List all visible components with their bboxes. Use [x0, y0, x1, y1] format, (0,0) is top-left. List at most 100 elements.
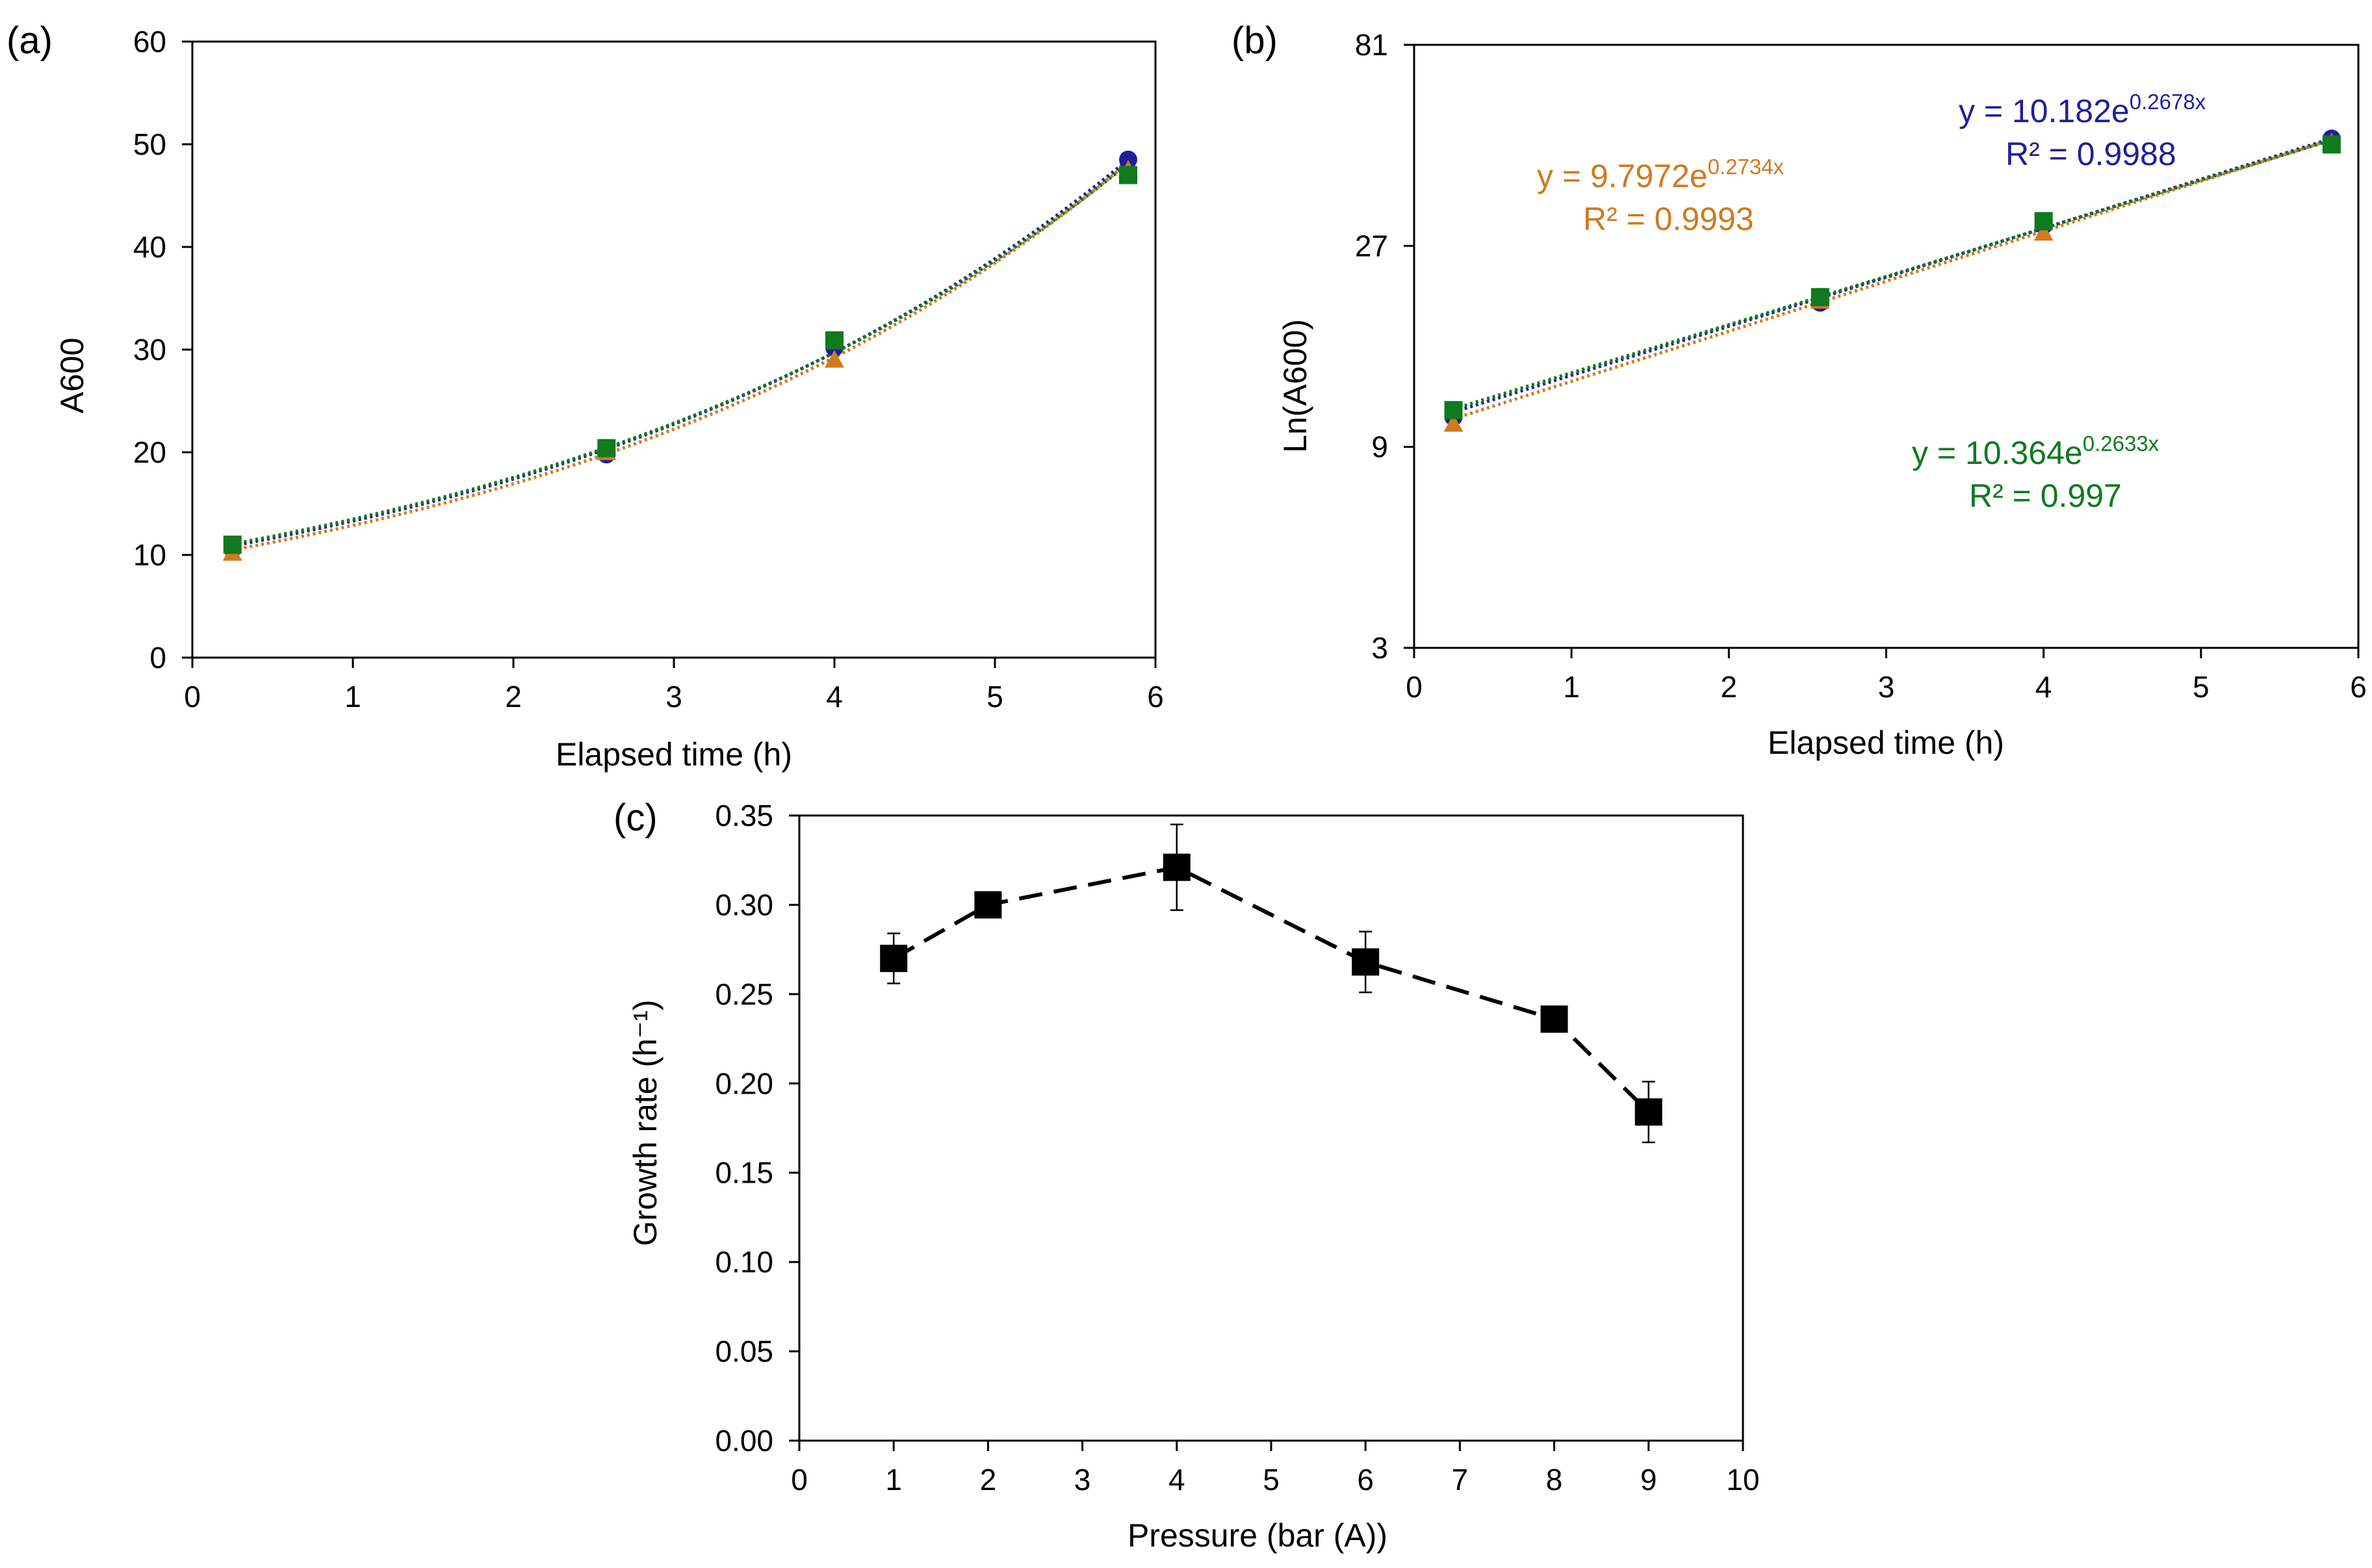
- panel-a-y-tick-label: 20: [133, 435, 166, 469]
- blue-fit-equation-exponent: 0.2678x: [2130, 90, 2206, 114]
- panel-c-x-tick-label: 7: [1452, 1463, 1469, 1497]
- panel-c-y-tick-label: 0.00: [715, 1424, 773, 1458]
- panel-b-x-tick-label: 5: [2193, 670, 2210, 704]
- orange-fit-equation-exponent: 0.2734x: [1708, 155, 1785, 179]
- panel-c: (c) 0 1 2 3 4 5 6 7 8 9 10 0.00 0.05 0.10 0.15 0.20 0.25…: [613, 797, 1760, 1554]
- panel-a-orange-trendline: [232, 161, 1129, 552]
- orange-fit-annotation: y = 9.7972e0.2734x R² = 0.9993: [1537, 155, 1785, 237]
- blue-fit-equation-base: y = 10.182e: [1959, 93, 2130, 129]
- panel-b-blue-trendline: [1452, 136, 2332, 414]
- panel-a-green-trendline: [232, 162, 1129, 546]
- blue-fit-annotation: y = 10.182e0.2678x R² = 0.9988: [1959, 90, 2206, 172]
- panel-c-series-line: [892, 865, 1650, 1114]
- green-fit-r2: R² = 0.997: [1969, 478, 2122, 514]
- panel-a-x-tick-label: 3: [665, 680, 682, 713]
- panel-b-orange-point: [2033, 223, 2054, 241]
- panel-c-x-tick-label: 4: [1168, 1463, 1185, 1497]
- panel-a-x-tick-label: 0: [184, 680, 201, 713]
- panel-b-x-tick-label: 1: [1563, 670, 1580, 704]
- panel-b-y-tick-label: 3: [1371, 631, 1388, 665]
- orange-fit-r2: R² = 0.9993: [1583, 201, 1754, 237]
- panel-c-y-tick-label: 0.20: [715, 1066, 773, 1100]
- panel-a-x-axis-title: Elapsed time (h): [556, 736, 792, 773]
- panel-c-point: [974, 891, 1002, 919]
- panel-b-y-tick-label: 9: [1371, 430, 1388, 464]
- panel-c-y-tick-label: 0.35: [715, 799, 773, 832]
- panel-b-label: (b): [1231, 19, 1278, 62]
- green-fit-equation-base: y = 10.364e: [1912, 435, 2083, 471]
- panel-a-y-tick-label: 30: [133, 333, 166, 366]
- panel-c-point: [1540, 1005, 1568, 1033]
- panel-c-x-tick-label: 1: [885, 1463, 902, 1497]
- panel-a-y-axis-title: A600: [54, 338, 90, 414]
- panel-a-green-point: [597, 439, 616, 457]
- panel-b-orange-trendline: [1452, 138, 2332, 420]
- panel-c-point: [1634, 1098, 1662, 1126]
- panel-c-x-tick-label: 3: [1074, 1463, 1091, 1497]
- panel-c-y-axis-title: Growth rate (h⁻¹): [627, 999, 664, 1246]
- panel-a-x-tick-label: 4: [826, 680, 843, 713]
- panel-a-orange-point: [825, 350, 844, 368]
- panel-b-x-axis-title: Elapsed time (h): [1768, 725, 2004, 761]
- panel-c-x-tick-label: 10: [1726, 1463, 1759, 1497]
- panel-b-green-point: [1444, 401, 1463, 420]
- panel-c-y-tick-label: 0.10: [715, 1245, 773, 1279]
- panel-b-green-trendline: [1452, 138, 2332, 411]
- panel-b-plot-area: [1413, 44, 2360, 649]
- panel-a-label: (a): [6, 19, 53, 62]
- panel-a-x-tick-label: 1: [344, 680, 361, 713]
- panel-b-orange-point: [1443, 414, 1463, 432]
- green-fit-equation: y = 10.364e0.2633x: [1912, 431, 2159, 471]
- panel-c-point: [1163, 853, 1191, 881]
- panel-c-plot-area: [798, 814, 1744, 1442]
- panel-c-x-tick-label: 9: [1640, 1463, 1657, 1497]
- panel-a-y-tick-label: 10: [133, 538, 166, 572]
- panel-a-green-point: [1119, 166, 1138, 185]
- panel-c-point: [1352, 948, 1380, 976]
- panel-a-green-point: [825, 331, 844, 350]
- panel-c-label: (c): [613, 797, 658, 839]
- panel-a-y-tick-label: 0: [149, 641, 166, 675]
- panel-b-x-tick-label: 0: [1406, 670, 1423, 704]
- panel-a-x-tick-label: 6: [1147, 680, 1164, 713]
- panel-b-green-point: [2034, 212, 2053, 231]
- panel-c-y-tick-label: 0.05: [715, 1335, 773, 1369]
- panel-b-y-tick-label: 27: [1355, 229, 1388, 263]
- panel-b-y-tick-label: 81: [1355, 28, 1388, 62]
- orange-fit-equation-base: y = 9.7972e: [1537, 158, 1708, 194]
- panel-a-y-tick-label: 60: [133, 25, 166, 58]
- panel-a-y-tick-label: 50: [133, 127, 166, 161]
- panel-b: (b) 0 1 2 3 4 5 6 3 9 27 81 Elapsed time (h) Ln(A6…: [1231, 19, 2367, 761]
- panel-c-x-tick-label: 2: [980, 1463, 997, 1497]
- blue-fit-equation: y = 10.182e0.2678x: [1959, 90, 2206, 129]
- panel-a-x-tick-label: 5: [986, 680, 1003, 713]
- panel-a-x-tick-label: 2: [505, 680, 522, 713]
- panel-a-green-point: [223, 535, 242, 554]
- orange-fit-equation: y = 9.7972e0.2734x: [1537, 155, 1785, 194]
- panel-c-y-tick-label: 0.15: [715, 1156, 773, 1190]
- blue-fit-r2: R² = 0.9988: [2005, 136, 2176, 172]
- green-fit-equation-exponent: 0.2633x: [2083, 431, 2159, 456]
- panel-a-blue-trendline: [232, 158, 1129, 548]
- panel-c-point: [880, 944, 908, 972]
- panel-a-blue-point: [1119, 150, 1138, 169]
- panel-c-x-tick-label: 5: [1263, 1463, 1280, 1497]
- panel-b-x-tick-label: 3: [1878, 670, 1895, 704]
- panel-b-x-tick-label: 4: [2035, 670, 2052, 704]
- panel-a-plot-area: [191, 40, 1157, 659]
- panel-a-y-tick-label: 40: [133, 230, 166, 264]
- panel-b-x-tick-label: 6: [2350, 670, 2367, 704]
- panel-c-x-tick-label: 8: [1546, 1463, 1563, 1497]
- panel-b-green-point: [2322, 135, 2341, 154]
- panel-c-x-tick-label: 0: [791, 1463, 808, 1497]
- green-fit-annotation: y = 10.364e0.2633x R² = 0.997: [1912, 431, 2159, 514]
- panel-c-y-tick-label: 0.25: [715, 977, 773, 1011]
- panel-b-y-axis-title: Ln(A600): [1277, 319, 1313, 453]
- panel-c-x-tick-label: 6: [1357, 1463, 1374, 1497]
- panel-c-x-axis-title: Pressure (bar (A)): [1128, 1517, 1387, 1554]
- panel-b-green-point: [1811, 288, 1829, 307]
- panel-b-x-tick-label: 2: [1721, 670, 1738, 704]
- panel-c-y-tick-label: 0.30: [715, 888, 773, 921]
